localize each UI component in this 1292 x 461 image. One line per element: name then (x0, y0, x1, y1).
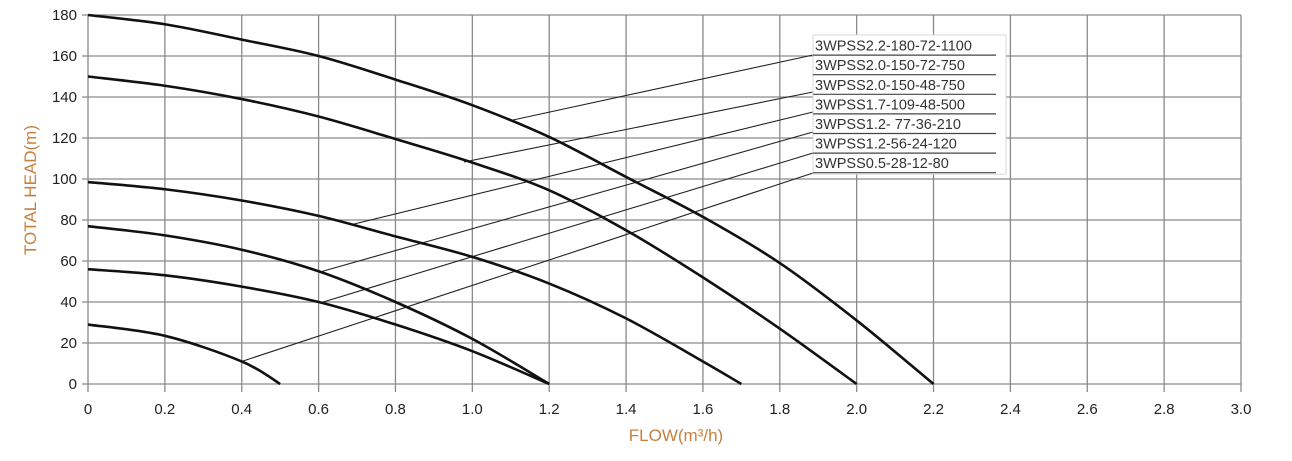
x-tick-label: 2.8 (1154, 401, 1175, 418)
x-axis-ticks: 0 0.2 0.4 0.6 0.8 1.0 1.2 1.4 1.6 1.8 2.0 2.2 2.4 2.6… (84, 401, 1252, 418)
y-tick-label: 0 (69, 376, 77, 393)
x-tick-label: 2.4 (1000, 401, 1021, 418)
x-tick-label: 0.8 (385, 401, 406, 418)
x-tick-label: 2.6 (1077, 401, 1098, 418)
leader-line (463, 91, 814, 163)
y-tick-label: 80 (60, 212, 77, 229)
pump-curve-4 (87, 267, 550, 386)
legend-box (812, 34, 1007, 175)
legend-entry: 3WPSS1.2-56-24-120 (815, 137, 957, 153)
leader-line (319, 131, 814, 273)
x-tick-label: 0.4 (231, 401, 252, 418)
x-tick-label: 0 (84, 401, 92, 418)
y-tick-label: 60 (60, 253, 77, 270)
legend-entry: 3WPSS1.7-109-48-500 (815, 97, 965, 113)
x-tick-label: 1.8 (769, 401, 790, 418)
curves (87, 13, 935, 386)
x-tick-label: 2.2 (923, 401, 944, 418)
legend-leader-lines (239, 54, 814, 363)
x-tick-label: 1.4 (616, 401, 637, 418)
y-tick-label: 100 (52, 171, 77, 188)
leader-line (349, 111, 814, 226)
x-tick-label: 3.0 (1231, 401, 1252, 418)
y-tick-label: 160 (52, 48, 77, 65)
leader-line (512, 54, 814, 121)
legend-entry: 3WPSS0.5-28-12-80 (815, 156, 949, 172)
leader-line (319, 152, 814, 304)
leader-line (239, 172, 814, 363)
x-tick-label: 0.6 (308, 401, 329, 418)
pump-curve-3 (87, 224, 550, 386)
legend: 3WPSS2.2-180-72-1100 3WPSS2.0-150-72-750 3… (812, 34, 1007, 175)
y-tick-label: 20 (60, 335, 77, 352)
legend-entry: 3WPSS1.2- 77-36-210 (815, 117, 961, 133)
x-tick-label: 1.0 (462, 401, 483, 418)
x-tick-label: 1.6 (693, 401, 714, 418)
x-axis-label: FLOW(m³/h) (629, 426, 723, 445)
pump-curve-0 (87, 13, 935, 386)
y-axis-ticks: 0 20 40 60 80 100 120 140 160 180 (52, 7, 77, 393)
x-tick-label: 1.2 (539, 401, 560, 418)
y-tick-label: 140 (52, 89, 77, 106)
y-tick-label: 120 (52, 130, 77, 147)
legend-entry: 3WPSS2.0-150-48-750 (815, 78, 965, 94)
y-tick-label: 40 (60, 294, 77, 311)
legend-entry: 3WPSS2.0-150-72-750 (815, 58, 965, 74)
pump-curve-1 (87, 75, 858, 386)
x-tick-label: 2.0 (846, 401, 867, 418)
pump-curve-5 (87, 323, 281, 386)
legend-entry: 3WPSS2.2-180-72-1100 (815, 39, 972, 55)
pump-curve-2 (87, 180, 743, 386)
y-axis-label: TOTAL HEAD(m) (21, 125, 40, 255)
y-tick-label: 180 (52, 7, 77, 24)
x-tick-label: 0.2 (154, 401, 175, 418)
